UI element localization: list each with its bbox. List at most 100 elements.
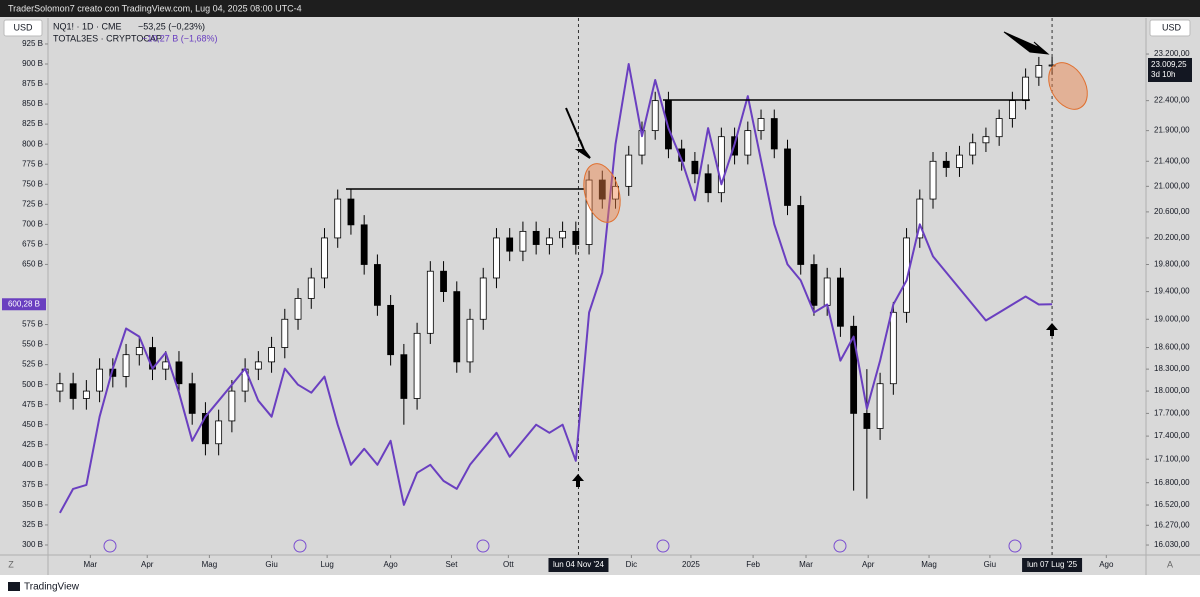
y-tick-label: 800 B xyxy=(22,139,43,148)
candle-body xyxy=(995,118,1003,138)
candle-body xyxy=(704,173,712,194)
x-tick-label: Apr xyxy=(141,560,154,569)
candle-body xyxy=(1022,76,1030,102)
last-value-box xyxy=(2,298,46,311)
up-arrow xyxy=(572,474,584,487)
left-button[interactable]: Z xyxy=(8,559,14,569)
arrow xyxy=(1003,31,1050,55)
y2-tick-label: 23.200,00 xyxy=(1154,49,1190,58)
candle-body xyxy=(440,270,447,293)
candle-body xyxy=(625,154,633,187)
candle-body xyxy=(294,298,302,320)
event-icon[interactable] xyxy=(833,539,847,553)
last-value-label: 600,28 B xyxy=(8,299,40,308)
candle-body xyxy=(717,136,725,194)
right-currency-box[interactable] xyxy=(1149,19,1191,37)
y-tick-label: 450 B xyxy=(22,420,43,429)
candle-body xyxy=(519,230,527,252)
candle-body xyxy=(837,277,844,327)
y-tick-label: 325 B xyxy=(22,520,43,529)
candle-body xyxy=(334,198,342,239)
left-currency-box[interactable] xyxy=(3,19,43,37)
y-tick-label: 725 B xyxy=(22,199,43,208)
candle-body xyxy=(281,318,289,348)
last-price-box xyxy=(1148,57,1192,82)
y-tick-label: 525 B xyxy=(22,360,43,369)
left-currency: USD xyxy=(13,22,33,32)
highlight-ellipse xyxy=(583,163,621,223)
x-tick-label: Dic xyxy=(626,560,638,569)
y2-tick-label: 22.400,00 xyxy=(1154,96,1190,105)
x-tick-label: Mag xyxy=(202,560,218,569)
y2-tick-label: 16.800,00 xyxy=(1154,478,1190,487)
candle-body xyxy=(96,368,103,392)
candle-body xyxy=(810,264,818,306)
marker-label-box xyxy=(1022,558,1083,572)
drawings xyxy=(103,31,1088,553)
event-icon[interactable] xyxy=(476,539,490,553)
candle-body xyxy=(770,118,778,150)
candle-body xyxy=(823,277,831,306)
y2-tick-label: 18.300,00 xyxy=(1154,364,1190,373)
y2-tick-label: 20.600,00 xyxy=(1154,207,1190,216)
candle-body xyxy=(453,291,461,363)
candle-body xyxy=(916,198,924,239)
x-tick-label: Giu xyxy=(265,560,277,569)
candle-body xyxy=(863,413,871,429)
candle-body xyxy=(1008,100,1016,119)
right-currency: USD xyxy=(1162,22,1182,32)
event-icon[interactable] xyxy=(656,539,670,553)
y-tick-label: 650 B xyxy=(22,260,43,269)
marker-label: lun 07 Lug '25 xyxy=(1027,560,1078,569)
candle-body xyxy=(268,347,275,363)
y2-tick-label: 17.400,00 xyxy=(1154,431,1190,440)
y-tick-label: 475 B xyxy=(22,400,43,409)
marker-label: lun 04 Nov '24 xyxy=(553,560,604,569)
candle-body xyxy=(202,413,209,445)
y-tick-label: 750 B xyxy=(22,179,43,188)
candle-body xyxy=(757,118,765,132)
y-tick-label: 400 B xyxy=(22,460,43,469)
arrow xyxy=(565,107,591,159)
candle-body xyxy=(691,160,699,175)
candle-body xyxy=(889,311,897,385)
y2-tick-label: 21.900,00 xyxy=(1154,126,1190,135)
candle-body xyxy=(82,390,90,399)
bottom-bar xyxy=(0,575,1200,597)
candle-body xyxy=(559,230,567,239)
brand-logo xyxy=(8,582,20,591)
line-series xyxy=(59,63,1053,514)
y2-tick-label: 20.200,00 xyxy=(1154,233,1190,242)
x-tick-label: Mar xyxy=(83,560,97,569)
candle-body xyxy=(56,383,64,392)
y2-tick-label: 17.100,00 xyxy=(1154,454,1190,463)
event-icon[interactable] xyxy=(103,539,117,553)
candle-body xyxy=(493,237,500,279)
event-icon[interactable] xyxy=(293,539,307,553)
candle-body xyxy=(122,354,130,377)
y-tick-label: 825 B xyxy=(22,119,43,128)
x-tick-label: Ago xyxy=(1099,560,1114,569)
candle-body xyxy=(651,100,659,132)
candle-body xyxy=(532,230,540,245)
x-tick-label: Apr xyxy=(862,560,875,569)
candle-body xyxy=(479,277,487,320)
y-tick-label: 875 B xyxy=(22,79,43,88)
candle-body xyxy=(982,136,990,144)
candle-body xyxy=(929,160,937,200)
x-tick-label: Feb xyxy=(746,560,760,569)
y-tick-label: 550 B xyxy=(22,340,43,349)
y2-tick-label: 19.400,00 xyxy=(1154,287,1190,296)
candle-body xyxy=(254,361,262,370)
candle-body xyxy=(784,148,791,206)
legend-nq: NQ1! · 1D · CME xyxy=(53,21,122,31)
candle-body xyxy=(612,185,619,200)
y2-tick-label: 19.000,00 xyxy=(1154,314,1190,323)
y2-tick-label: 16.520,00 xyxy=(1154,500,1190,509)
candle-body xyxy=(1048,64,1056,67)
right-button[interactable]: A xyxy=(1167,559,1173,569)
y-tick-label: 775 B xyxy=(22,159,43,168)
candle-body xyxy=(387,304,395,356)
event-icon[interactable] xyxy=(1008,539,1022,553)
